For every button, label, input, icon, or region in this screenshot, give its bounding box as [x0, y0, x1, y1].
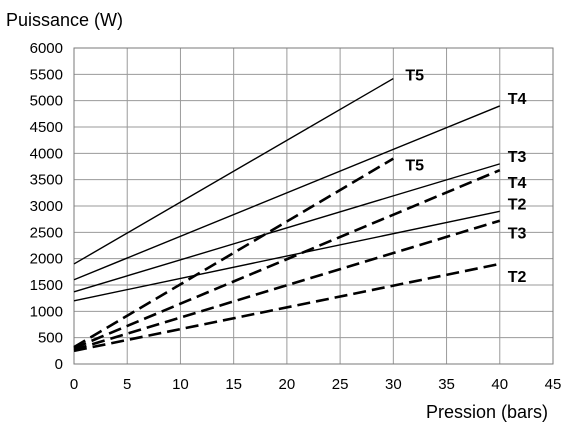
x-tick-label: 20 [279, 376, 296, 393]
x-tick-label: 45 [545, 376, 562, 393]
x-tick-label: 40 [491, 376, 508, 393]
series-line-t5-solid [73, 77, 394, 265]
series-labels: T5 T4 T3 T2 T5 T4 T3 T2 [405, 68, 526, 286]
y-tick-label: 2000 [30, 251, 63, 268]
series-lines [73, 77, 501, 353]
x-axis-title: Pression (bars) [426, 402, 548, 422]
y-tick-label: 3000 [30, 198, 63, 215]
grid [73, 47, 554, 365]
y-tick-label: 2500 [30, 224, 63, 241]
series-line-t4-dashed [73, 168, 501, 350]
y-tick-label: 5000 [30, 93, 63, 110]
series-label-t3-solid: T3 [508, 149, 527, 166]
series-label-t3-dashed: T3 [508, 226, 527, 243]
y-tick-label: 3500 [30, 172, 63, 189]
x-tick-label: 5 [123, 376, 131, 393]
y-tick-label: 4500 [30, 119, 63, 136]
series-label-t2-solid: T2 [508, 196, 527, 213]
x-tick-label: 15 [225, 376, 242, 393]
series-label-t2-dashed: T2 [508, 269, 527, 286]
x-tick-label: 25 [332, 376, 349, 393]
series-line-t2-solid [73, 210, 500, 302]
x-tick-labels: 0 5 10 15 20 25 30 35 40 45 [70, 376, 562, 393]
series-label-t5-solid: T5 [405, 68, 424, 85]
series-line-t4-solid [73, 105, 501, 281]
y-tick-label: 1500 [30, 277, 63, 294]
y-tick-label: 6000 [30, 40, 63, 57]
y-tick-label: 4000 [30, 145, 63, 162]
x-tick-label: 10 [172, 376, 189, 393]
series-label-t5-dashed: T5 [405, 158, 424, 175]
plot-frame [73, 47, 554, 365]
x-tick-label: 0 [70, 376, 78, 393]
y-tick-label: 0 [55, 356, 63, 373]
series-line-t3-dashed [73, 219, 501, 352]
series-line-t5-dashed [73, 157, 394, 349]
y-tick-label: 1000 [30, 303, 63, 320]
x-tick-label: 30 [385, 376, 402, 393]
series-label-t4-dashed: T4 [508, 175, 527, 192]
y-tick-label: 500 [38, 330, 63, 347]
series-line-t2-dashed [73, 262, 501, 353]
y-tick-label: 5500 [30, 66, 63, 83]
x-tick-label: 35 [438, 376, 455, 393]
series-line-t3-solid [73, 163, 500, 293]
y-axis-title: Puissance (W) [6, 10, 123, 30]
series-label-t4-solid: T4 [508, 91, 527, 108]
y-tick-labels: 0 500 1000 1500 2000 2500 3000 3500 4000 4500 5000… [30, 40, 63, 373]
